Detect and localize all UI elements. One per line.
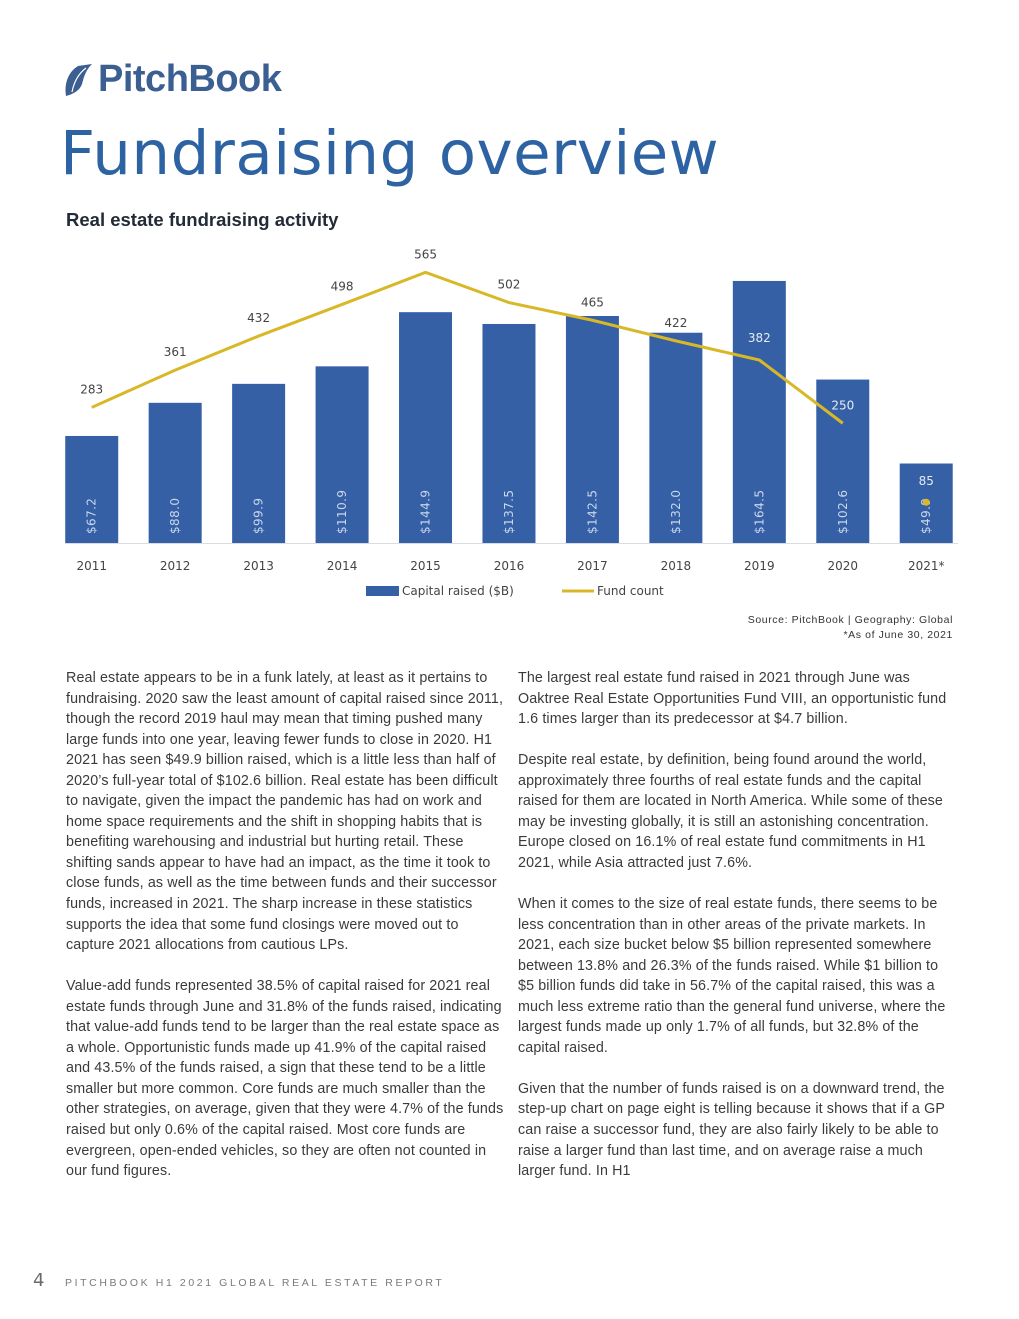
bar-label: $102.6 bbox=[836, 490, 850, 534]
x-tick-label: 2013 bbox=[243, 559, 274, 573]
bar-label: $88.0 bbox=[168, 498, 182, 534]
x-tick-label: 2016 bbox=[494, 559, 525, 573]
bar-2014 bbox=[315, 366, 369, 543]
bar-2019 bbox=[732, 280, 786, 543]
paragraph: Despite real estate, by definition, bein… bbox=[518, 752, 943, 871]
line-label: 432 bbox=[247, 311, 270, 325]
x-tick-label: 2021* bbox=[908, 559, 945, 573]
bar-label: $99.9 bbox=[252, 498, 266, 534]
chart-source: Source: PitchBook | Geography: Global bbox=[747, 614, 953, 626]
line-label: 498 bbox=[331, 279, 354, 293]
legend-label-capital: Capital raised ($B) bbox=[402, 584, 514, 598]
x-tick-label: 2015 bbox=[410, 559, 441, 573]
bar-label: $132.0 bbox=[669, 490, 683, 534]
bar-2017 bbox=[565, 315, 619, 543]
bar-label: $142.5 bbox=[585, 490, 599, 534]
paragraph: Given that the number of funds raised is… bbox=[518, 1080, 945, 1180]
bar-2011 bbox=[65, 435, 119, 543]
x-tick-label: 2014 bbox=[327, 559, 358, 573]
bar-2015 bbox=[399, 312, 453, 543]
paragraph: The largest real estate fund raised in 2… bbox=[518, 670, 947, 728]
chart-footnote: *As of June 30, 2021 bbox=[843, 629, 953, 641]
line-label: 565 bbox=[414, 247, 437, 261]
x-tick-label: 2011 bbox=[76, 559, 107, 573]
line-label: 465 bbox=[581, 295, 604, 309]
bar-label: $110.9 bbox=[335, 490, 349, 534]
page-number: 4 bbox=[33, 1270, 45, 1291]
bar-2013 bbox=[232, 383, 286, 543]
footer-text: PITCHBOOK H1 2021 GLOBAL REAL ESTATE REP… bbox=[65, 1277, 445, 1289]
paragraph: When it comes to the size of real estate… bbox=[518, 896, 946, 1056]
bar-2018 bbox=[649, 332, 703, 543]
page-title: Fundraising overview bbox=[60, 118, 720, 189]
line-label: 382 bbox=[748, 331, 771, 345]
bar-label: $144.9 bbox=[419, 490, 433, 534]
paragraph: Value-add funds represented 38.5% of cap… bbox=[66, 978, 504, 1180]
fund-count-line bbox=[91, 270, 844, 425]
chart-title: Real estate fundraising activity bbox=[66, 209, 339, 230]
legend-swatch-capital bbox=[366, 586, 399, 596]
fundraising-chart: $67.2 2011 $88.0 2012 $99.9 2013 $110.9 2014 $14… bbox=[65, 247, 958, 598]
x-tick-label: 2019 bbox=[744, 559, 775, 573]
fund-count-point bbox=[922, 498, 930, 506]
bar-label: $164.5 bbox=[752, 490, 766, 534]
line-label: 85 bbox=[919, 474, 934, 488]
right-column: The largest real estate fund raised in 2… bbox=[518, 668, 954, 1202]
x-tick-label: 2012 bbox=[160, 559, 191, 573]
bar-label: $137.5 bbox=[502, 490, 516, 534]
line-label: 361 bbox=[164, 345, 187, 359]
x-tick-label: 2017 bbox=[577, 559, 608, 573]
pitchbook-logo: PitchBook bbox=[62, 58, 282, 101]
pitchbook-leaf-icon bbox=[65, 63, 92, 96]
bar-label: $49.9 bbox=[919, 498, 933, 534]
line-label: 250 bbox=[831, 398, 854, 412]
x-tick-label: 2020 bbox=[828, 559, 859, 573]
bar-2012 bbox=[148, 402, 202, 543]
left-column: Real estate appears to be in a funk late… bbox=[66, 668, 508, 1202]
bar-label: $67.2 bbox=[85, 498, 99, 534]
logo-text: PitchBook bbox=[98, 58, 282, 100]
bar-2020 bbox=[816, 379, 870, 543]
line-label: 502 bbox=[498, 278, 521, 292]
legend-label-fund-count: Fund count bbox=[597, 584, 664, 598]
paragraph: Real estate appears to be in a funk late… bbox=[66, 670, 504, 954]
line-label: 422 bbox=[664, 316, 687, 330]
x-tick-label: 2018 bbox=[661, 559, 692, 573]
line-label: 283 bbox=[80, 382, 103, 396]
bar-2016 bbox=[482, 323, 536, 543]
